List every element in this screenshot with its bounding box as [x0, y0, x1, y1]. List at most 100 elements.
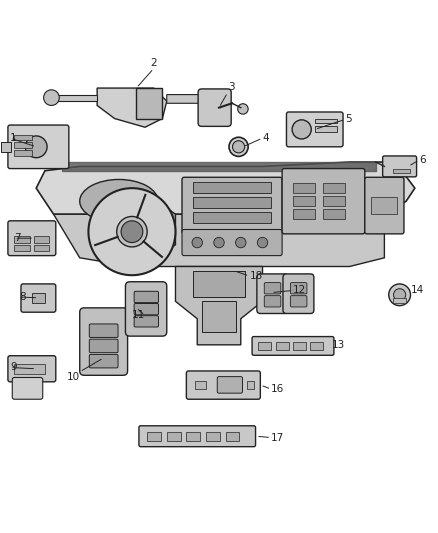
FancyBboxPatch shape — [134, 292, 159, 303]
Bar — [323, 183, 345, 192]
FancyBboxPatch shape — [8, 125, 69, 168]
Circle shape — [238, 104, 248, 114]
FancyBboxPatch shape — [283, 274, 314, 313]
FancyBboxPatch shape — [286, 112, 343, 147]
Text: 14: 14 — [410, 286, 424, 295]
Bar — [14, 142, 32, 148]
Bar — [34, 236, 49, 243]
FancyBboxPatch shape — [8, 221, 56, 256]
FancyBboxPatch shape — [365, 177, 404, 234]
Bar — [393, 298, 406, 303]
FancyBboxPatch shape — [89, 324, 118, 337]
FancyBboxPatch shape — [290, 296, 307, 307]
Bar — [293, 342, 306, 350]
Bar — [293, 209, 315, 219]
Bar — [201, 301, 237, 332]
Polygon shape — [53, 214, 385, 266]
Bar — [247, 382, 254, 389]
Text: 17: 17 — [271, 433, 284, 442]
Bar — [371, 197, 397, 214]
FancyBboxPatch shape — [134, 303, 159, 315]
Bar — [14, 150, 32, 156]
Ellipse shape — [80, 180, 158, 223]
Bar — [14, 364, 45, 375]
Ellipse shape — [193, 180, 289, 223]
Circle shape — [233, 141, 245, 153]
Bar — [323, 196, 345, 206]
Text: 7: 7 — [14, 233, 21, 243]
FancyBboxPatch shape — [182, 177, 282, 234]
Bar — [315, 126, 336, 133]
Polygon shape — [97, 88, 167, 127]
FancyBboxPatch shape — [217, 377, 243, 393]
Bar — [167, 432, 181, 441]
Bar — [206, 432, 220, 441]
FancyBboxPatch shape — [282, 168, 365, 234]
Bar — [32, 293, 45, 303]
Bar — [193, 271, 245, 297]
Bar — [193, 197, 271, 208]
Bar — [14, 236, 30, 243]
Bar — [323, 209, 345, 219]
Bar — [311, 342, 323, 350]
Bar — [34, 245, 49, 251]
Circle shape — [121, 221, 143, 243]
FancyBboxPatch shape — [8, 356, 56, 382]
Polygon shape — [167, 94, 219, 103]
Text: 6: 6 — [419, 155, 426, 165]
Circle shape — [214, 237, 224, 248]
FancyBboxPatch shape — [125, 282, 167, 336]
FancyBboxPatch shape — [89, 354, 118, 368]
Circle shape — [229, 137, 248, 156]
Text: 18: 18 — [250, 271, 263, 281]
FancyBboxPatch shape — [21, 284, 56, 312]
Polygon shape — [176, 266, 262, 345]
FancyBboxPatch shape — [139, 426, 255, 447]
Text: 1: 1 — [10, 133, 17, 143]
Circle shape — [393, 289, 406, 301]
Text: 13: 13 — [332, 340, 346, 350]
Text: 5: 5 — [345, 115, 352, 124]
Circle shape — [88, 188, 176, 275]
FancyBboxPatch shape — [290, 282, 307, 294]
Bar — [186, 432, 200, 441]
FancyBboxPatch shape — [182, 230, 282, 256]
Bar — [147, 432, 161, 441]
Text: 11: 11 — [132, 310, 145, 320]
Circle shape — [257, 237, 268, 248]
Bar — [14, 245, 30, 251]
FancyBboxPatch shape — [264, 296, 281, 307]
Bar — [226, 432, 240, 441]
FancyBboxPatch shape — [134, 316, 159, 327]
Bar — [193, 182, 271, 192]
Circle shape — [236, 237, 246, 248]
Bar — [1, 142, 11, 152]
Circle shape — [192, 237, 202, 248]
Circle shape — [25, 136, 47, 158]
FancyBboxPatch shape — [186, 371, 260, 399]
Text: 8: 8 — [19, 292, 25, 302]
FancyBboxPatch shape — [80, 308, 127, 375]
Bar — [393, 168, 410, 173]
Bar — [195, 382, 206, 389]
Bar — [136, 88, 162, 118]
Text: 16: 16 — [271, 384, 284, 394]
FancyBboxPatch shape — [89, 339, 118, 353]
Bar — [14, 135, 32, 140]
Text: 4: 4 — [262, 133, 269, 143]
Bar — [258, 342, 271, 350]
Bar — [276, 342, 289, 350]
Circle shape — [389, 284, 410, 305]
FancyBboxPatch shape — [257, 274, 288, 313]
FancyBboxPatch shape — [264, 282, 281, 294]
FancyBboxPatch shape — [12, 377, 43, 399]
Text: 10: 10 — [67, 372, 80, 382]
Text: 9: 9 — [10, 362, 17, 373]
Bar — [293, 196, 315, 206]
FancyBboxPatch shape — [252, 336, 334, 356]
FancyBboxPatch shape — [198, 89, 231, 126]
Circle shape — [44, 90, 59, 106]
Text: 12: 12 — [293, 286, 306, 295]
Circle shape — [117, 216, 147, 247]
Text: 2: 2 — [150, 59, 157, 68]
